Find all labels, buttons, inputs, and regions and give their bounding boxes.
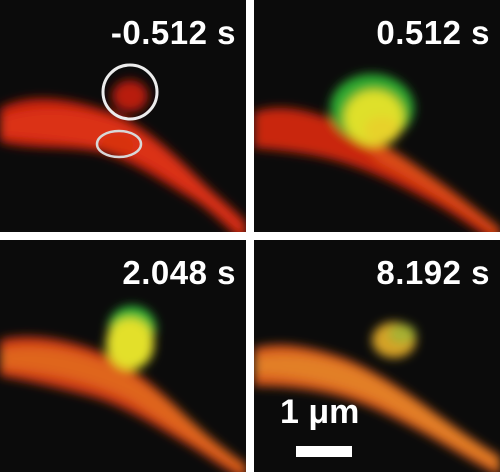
time-label-panel-1: -0.512 s [110, 14, 236, 51]
fluorescence-image-2 [254, 74, 500, 232]
time-label-panel-2: 0.512 s [376, 14, 490, 51]
annotation-ellipse-small [95, 129, 143, 159]
scale-bar-label: 1 μm [280, 393, 360, 431]
micrograph-panel-2: 0.512 s [254, 0, 500, 232]
fluorescence-image-4 [254, 322, 500, 472]
fluorescence-image-3 [0, 306, 246, 472]
micrograph-panel-4: 8.192 s [254, 240, 500, 472]
fluorescence-image-1 [0, 63, 246, 232]
time-label-panel-4: 8.192 s [376, 254, 490, 291]
micrograph-panel-1: -0.512 s [0, 0, 246, 232]
time-label-panel-3: 2.048 s [122, 254, 236, 291]
annotation-circle-large [101, 63, 159, 121]
micrograph-panel-3: 2.048 s [0, 240, 246, 472]
scale-bar [296, 446, 352, 457]
